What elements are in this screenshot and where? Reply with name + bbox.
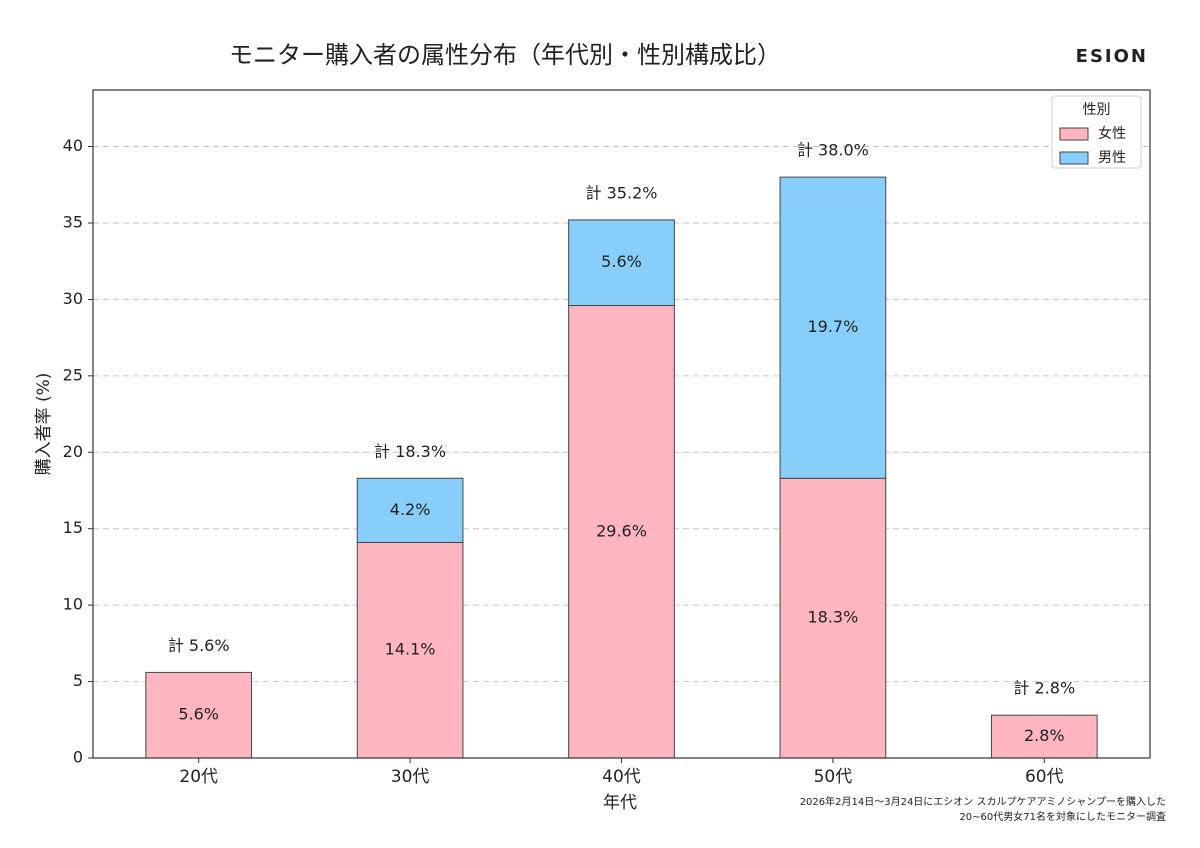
x-tick-label: 50代 [814,767,853,787]
brand: ESION [1076,46,1148,67]
y-axis-label: 購入者率 (%) [34,373,54,476]
x-axis-label: 年代 [603,793,637,813]
bar-segment [779,477,887,759]
legend-swatch [1059,151,1089,165]
y-tick-label: 30 [63,289,83,308]
bar-segment [779,176,887,479]
value-label: 29.6% [596,521,647,540]
bar-segment [356,477,464,543]
total-label: 計 5.6% [168,636,230,655]
value-label: 19.7% [807,317,858,336]
value-label: 18.3% [807,608,858,627]
total-label: 計 35.2% [586,183,658,202]
bar-segment [568,219,675,307]
x-tick-label: 20代 [179,767,218,787]
legend-box [1051,95,1142,169]
legend-label: 女性 [1098,125,1126,142]
y-tick-label: 15 [63,518,83,537]
x-tick-label: 30代 [391,767,430,787]
value-label: 4.2% [390,500,431,519]
total-label: 計 38.0% [797,141,869,160]
footnote: 2026年2月14日〜3月24日にエシオン スカルプケアアミノシャンプーを購入し… [800,795,1166,808]
x-tick-label: 60代 [1025,767,1064,787]
y-tick-label: 35 [63,212,83,231]
y-tick-label: 25 [63,365,83,384]
value-label: 2.8% [1024,726,1065,745]
legend-label: 男性 [1098,150,1126,166]
y-tick-label: 0 [73,748,83,767]
value-label: 14.1% [385,640,436,659]
y-tick-label: 40 [63,136,83,155]
total-label: 計 2.8% [1013,679,1075,698]
legend-swatch [1059,127,1089,141]
value-label: 5.6% [601,252,642,271]
plot-frame [92,89,1151,759]
x-tick-label: 40代 [602,767,641,787]
legend-title: 性別 [1083,102,1111,118]
y-tick-label: 20 [63,442,83,461]
bar-segment [990,714,1098,759]
chart-title: モニター購入者の属性分布（年代別・性別構成比） [229,41,781,69]
total-label: 計 18.3% [374,442,446,461]
bar-segment [356,541,464,759]
value-label: 5.6% [178,705,219,724]
bar-segment [145,671,253,759]
y-tick-label: 5 [73,671,83,690]
y-tick-label: 10 [63,595,83,614]
footnote: 20~60代男女71名を対象にしたモニター調査 [959,810,1166,823]
